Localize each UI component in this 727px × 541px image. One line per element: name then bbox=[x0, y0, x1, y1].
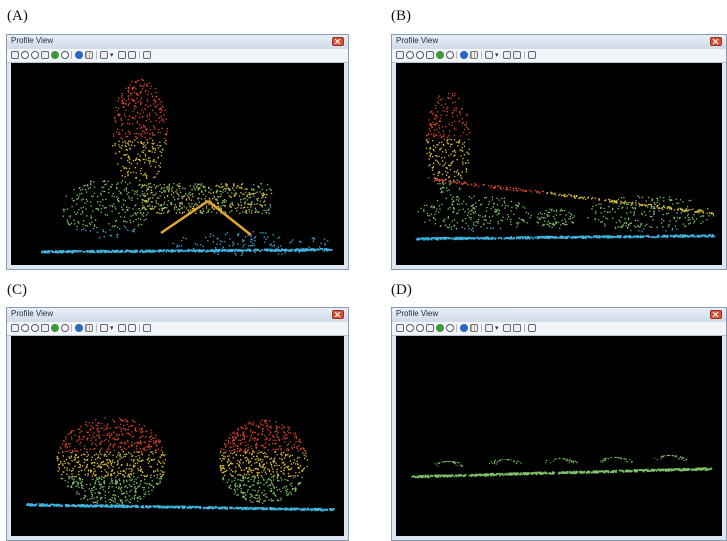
screenshot-icon[interactable] bbox=[513, 324, 521, 332]
profile-view-window-b: Profile View ▾ bbox=[391, 34, 727, 270]
point-cloud-viewport[interactable] bbox=[11, 336, 344, 536]
close-button[interactable] bbox=[332, 310, 344, 319]
point-cloud-viewport[interactable] bbox=[396, 336, 722, 536]
window-title: Profile View bbox=[396, 309, 439, 318]
sphere-icon[interactable] bbox=[75, 324, 83, 332]
settings-icon[interactable] bbox=[100, 51, 108, 59]
window-title: Profile View bbox=[11, 36, 54, 45]
toolbar-separator bbox=[481, 324, 482, 332]
screenshot-icon[interactable] bbox=[128, 51, 136, 59]
pan-icon[interactable] bbox=[396, 51, 404, 59]
toolbar-separator bbox=[96, 324, 97, 332]
zoom-in-icon[interactable] bbox=[406, 51, 414, 59]
screenshot-icon[interactable] bbox=[128, 324, 136, 332]
point-cloud-viewport[interactable] bbox=[11, 63, 344, 265]
toolbar-separator bbox=[71, 324, 72, 332]
toolbar-separator bbox=[524, 51, 525, 59]
refresh-icon[interactable] bbox=[446, 51, 454, 59]
refresh-icon[interactable] bbox=[446, 324, 454, 332]
toolbar-separator bbox=[524, 324, 525, 332]
zoom-out-icon[interactable] bbox=[416, 51, 424, 59]
zoom-in-icon[interactable] bbox=[406, 324, 414, 332]
panel-label-b: (B) bbox=[391, 8, 411, 24]
toolbar: ▾ bbox=[7, 322, 348, 336]
toolbar-separator bbox=[456, 51, 457, 59]
toolbar-separator bbox=[456, 324, 457, 332]
grid-icon[interactable] bbox=[143, 51, 151, 59]
point-cloud-plot bbox=[415, 92, 716, 241]
frame-icon[interactable] bbox=[503, 324, 511, 332]
toolbar: ▾ bbox=[392, 322, 726, 336]
grid-icon[interactable] bbox=[143, 324, 151, 332]
point-cloud-plot bbox=[26, 417, 335, 512]
toolbar: ▾ bbox=[392, 49, 726, 63]
toolbar-separator bbox=[96, 51, 97, 59]
measure-icon[interactable] bbox=[470, 51, 478, 59]
close-button[interactable] bbox=[710, 310, 722, 319]
dropdown-icon[interactable]: ▾ bbox=[110, 324, 114, 332]
hand-icon[interactable] bbox=[41, 324, 49, 332]
pan-icon[interactable] bbox=[396, 324, 404, 332]
point-cloud-viewport[interactable] bbox=[396, 63, 722, 265]
toolbar-separator bbox=[71, 51, 72, 59]
profile-view-window-a: Profile View ▾ bbox=[6, 34, 349, 270]
pan-icon[interactable] bbox=[11, 324, 19, 332]
sphere-icon[interactable] bbox=[460, 324, 468, 332]
hand-icon[interactable] bbox=[426, 51, 434, 59]
grid-icon[interactable] bbox=[528, 324, 536, 332]
settings-icon[interactable] bbox=[100, 324, 108, 332]
screenshot-icon[interactable] bbox=[513, 51, 521, 59]
refresh-icon[interactable] bbox=[61, 51, 69, 59]
hand-icon[interactable] bbox=[426, 324, 434, 332]
title-bar[interactable]: Profile View bbox=[392, 308, 726, 322]
panel-label-c: (C) bbox=[7, 282, 27, 298]
globe-icon[interactable] bbox=[436, 324, 444, 332]
zoom-in-icon[interactable] bbox=[21, 51, 29, 59]
frame-icon[interactable] bbox=[118, 51, 126, 59]
settings-icon[interactable] bbox=[485, 51, 493, 59]
toolbar-separator bbox=[481, 51, 482, 59]
globe-icon[interactable] bbox=[51, 324, 59, 332]
title-bar[interactable]: Profile View bbox=[7, 35, 348, 49]
panel-label-d: (D) bbox=[391, 282, 412, 298]
measure-icon[interactable] bbox=[85, 324, 93, 332]
globe-icon[interactable] bbox=[436, 51, 444, 59]
globe-icon[interactable] bbox=[51, 51, 59, 59]
hand-icon[interactable] bbox=[41, 51, 49, 59]
dropdown-icon[interactable]: ▾ bbox=[495, 324, 499, 332]
dropdown-icon[interactable]: ▾ bbox=[495, 51, 499, 59]
window-title: Profile View bbox=[396, 36, 439, 45]
profile-view-window-c: Profile View ▾ bbox=[6, 307, 349, 541]
sphere-icon[interactable] bbox=[75, 51, 83, 59]
close-button[interactable] bbox=[710, 37, 722, 46]
pan-icon[interactable] bbox=[11, 51, 19, 59]
toolbar-separator bbox=[139, 51, 140, 59]
toolbar-separator bbox=[139, 324, 140, 332]
frame-icon[interactable] bbox=[503, 51, 511, 59]
zoom-out-icon[interactable] bbox=[31, 51, 39, 59]
zoom-in-icon[interactable] bbox=[21, 324, 29, 332]
zoom-out-icon[interactable] bbox=[416, 324, 424, 332]
panel-label-a: (A) bbox=[7, 8, 28, 24]
dropdown-icon[interactable]: ▾ bbox=[110, 51, 114, 59]
frame-icon[interactable] bbox=[118, 324, 126, 332]
toolbar: ▾ bbox=[7, 49, 348, 63]
measure-icon[interactable] bbox=[470, 324, 478, 332]
measure-icon[interactable] bbox=[85, 51, 93, 59]
profile-view-window-d: Profile View ▾ bbox=[391, 307, 727, 541]
grid-icon[interactable] bbox=[528, 51, 536, 59]
close-button[interactable] bbox=[332, 37, 344, 46]
settings-icon[interactable] bbox=[485, 324, 493, 332]
sphere-icon[interactable] bbox=[460, 51, 468, 59]
point-cloud-plot bbox=[411, 455, 713, 479]
point-cloud-plot bbox=[41, 78, 333, 256]
title-bar[interactable]: Profile View bbox=[7, 308, 348, 322]
window-title: Profile View bbox=[11, 309, 54, 318]
zoom-out-icon[interactable] bbox=[31, 324, 39, 332]
refresh-icon[interactable] bbox=[61, 324, 69, 332]
title-bar[interactable]: Profile View bbox=[392, 35, 726, 49]
